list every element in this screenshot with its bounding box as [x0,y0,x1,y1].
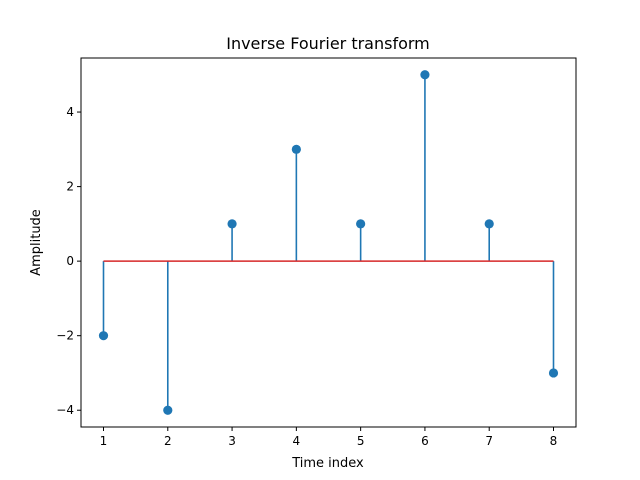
stem-markers [98,70,559,415]
x-axis-label: Time index [291,456,364,471]
y-axis-label: Amplitude [29,209,44,276]
chart-title: Inverse Fourier transform [226,34,430,53]
plot-frame [80,57,577,428]
x-tick-label: 4 [293,434,301,448]
y-tick-label: 0 [66,254,74,268]
x-tick-label: 8 [550,434,558,448]
stem-marker [356,219,366,229]
x-tick-label: 2 [164,434,172,448]
x-tick-label: 3 [228,434,236,448]
y-tick-label: −4 [56,403,74,417]
stem-lines [102,74,555,411]
y-tick-label: −2 [56,329,74,343]
stem-marker [98,331,109,341]
stem-marker [291,144,301,154]
stem-marker [163,405,173,415]
y-tick-label: 4 [66,105,74,119]
stem-marker [227,219,237,229]
stem-marker [420,70,430,80]
x-tick-label: 7 [485,434,493,448]
axis-ticks: 1 2 3 4 5 6 7 8 −4 −2 0 2 4 [56,105,557,448]
stem-marker [484,219,494,229]
y-tick-label: 2 [66,180,74,194]
stem-marker [548,368,559,378]
x-tick-label: 5 [357,434,365,448]
x-tick-label: 6 [421,434,429,448]
x-tick-label: 1 [100,434,108,448]
